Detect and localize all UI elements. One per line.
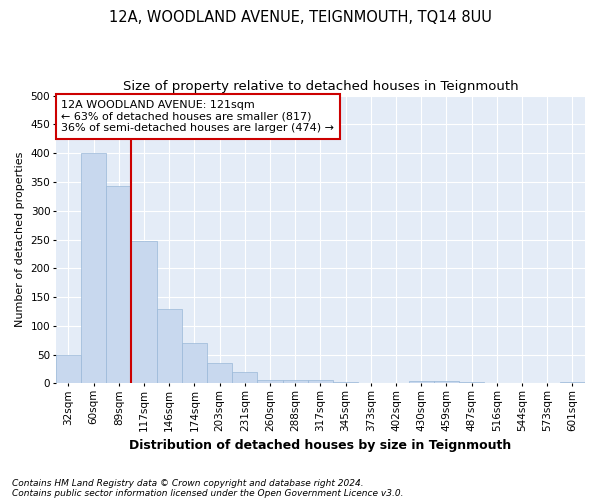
Bar <box>308 380 333 384</box>
Bar <box>232 372 257 384</box>
Bar <box>81 153 106 384</box>
X-axis label: Distribution of detached houses by size in Teignmouth: Distribution of detached houses by size … <box>130 440 512 452</box>
Text: Contains HM Land Registry data © Crown copyright and database right 2024.: Contains HM Land Registry data © Crown c… <box>12 478 364 488</box>
Bar <box>131 241 157 384</box>
Bar <box>257 380 283 384</box>
Y-axis label: Number of detached properties: Number of detached properties <box>15 152 25 327</box>
Text: 12A, WOODLAND AVENUE, TEIGNMOUTH, TQ14 8UU: 12A, WOODLAND AVENUE, TEIGNMOUTH, TQ14 8… <box>109 10 491 25</box>
Text: 12A WOODLAND AVENUE: 121sqm
← 63% of detached houses are smaller (817)
36% of se: 12A WOODLAND AVENUE: 121sqm ← 63% of det… <box>61 100 334 133</box>
Bar <box>409 380 434 384</box>
Title: Size of property relative to detached houses in Teignmouth: Size of property relative to detached ho… <box>122 80 518 93</box>
Bar <box>56 354 81 384</box>
Bar <box>283 380 308 384</box>
Bar <box>560 382 585 384</box>
Bar <box>333 382 358 384</box>
Bar <box>182 343 207 384</box>
Bar <box>207 363 232 384</box>
Bar <box>106 186 131 384</box>
Bar <box>157 308 182 384</box>
Bar <box>459 382 484 384</box>
Text: Contains public sector information licensed under the Open Government Licence v3: Contains public sector information licen… <box>12 488 404 498</box>
Bar <box>434 380 459 384</box>
